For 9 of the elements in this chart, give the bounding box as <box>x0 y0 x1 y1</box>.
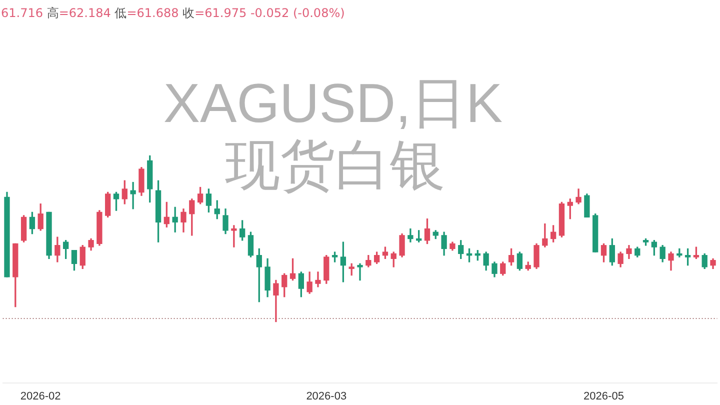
chart-title: XAGUSD,日K <box>162 72 504 134</box>
text: 61.716 高=62.184 低=61.688 收=61.975 -0.052 (-0.08%) <box>1 6 345 20</box>
candlestick <box>130 182 136 210</box>
x-tick-label: 2026-02 <box>20 390 61 403</box>
chart-subtitle: 现货白银 <box>224 134 446 196</box>
x-tick-label: 2026-05 <box>584 390 624 403</box>
candlestick <box>231 225 237 248</box>
x-tick-label: 2026-03 <box>306 390 347 403</box>
candlestick <box>357 263 363 281</box>
